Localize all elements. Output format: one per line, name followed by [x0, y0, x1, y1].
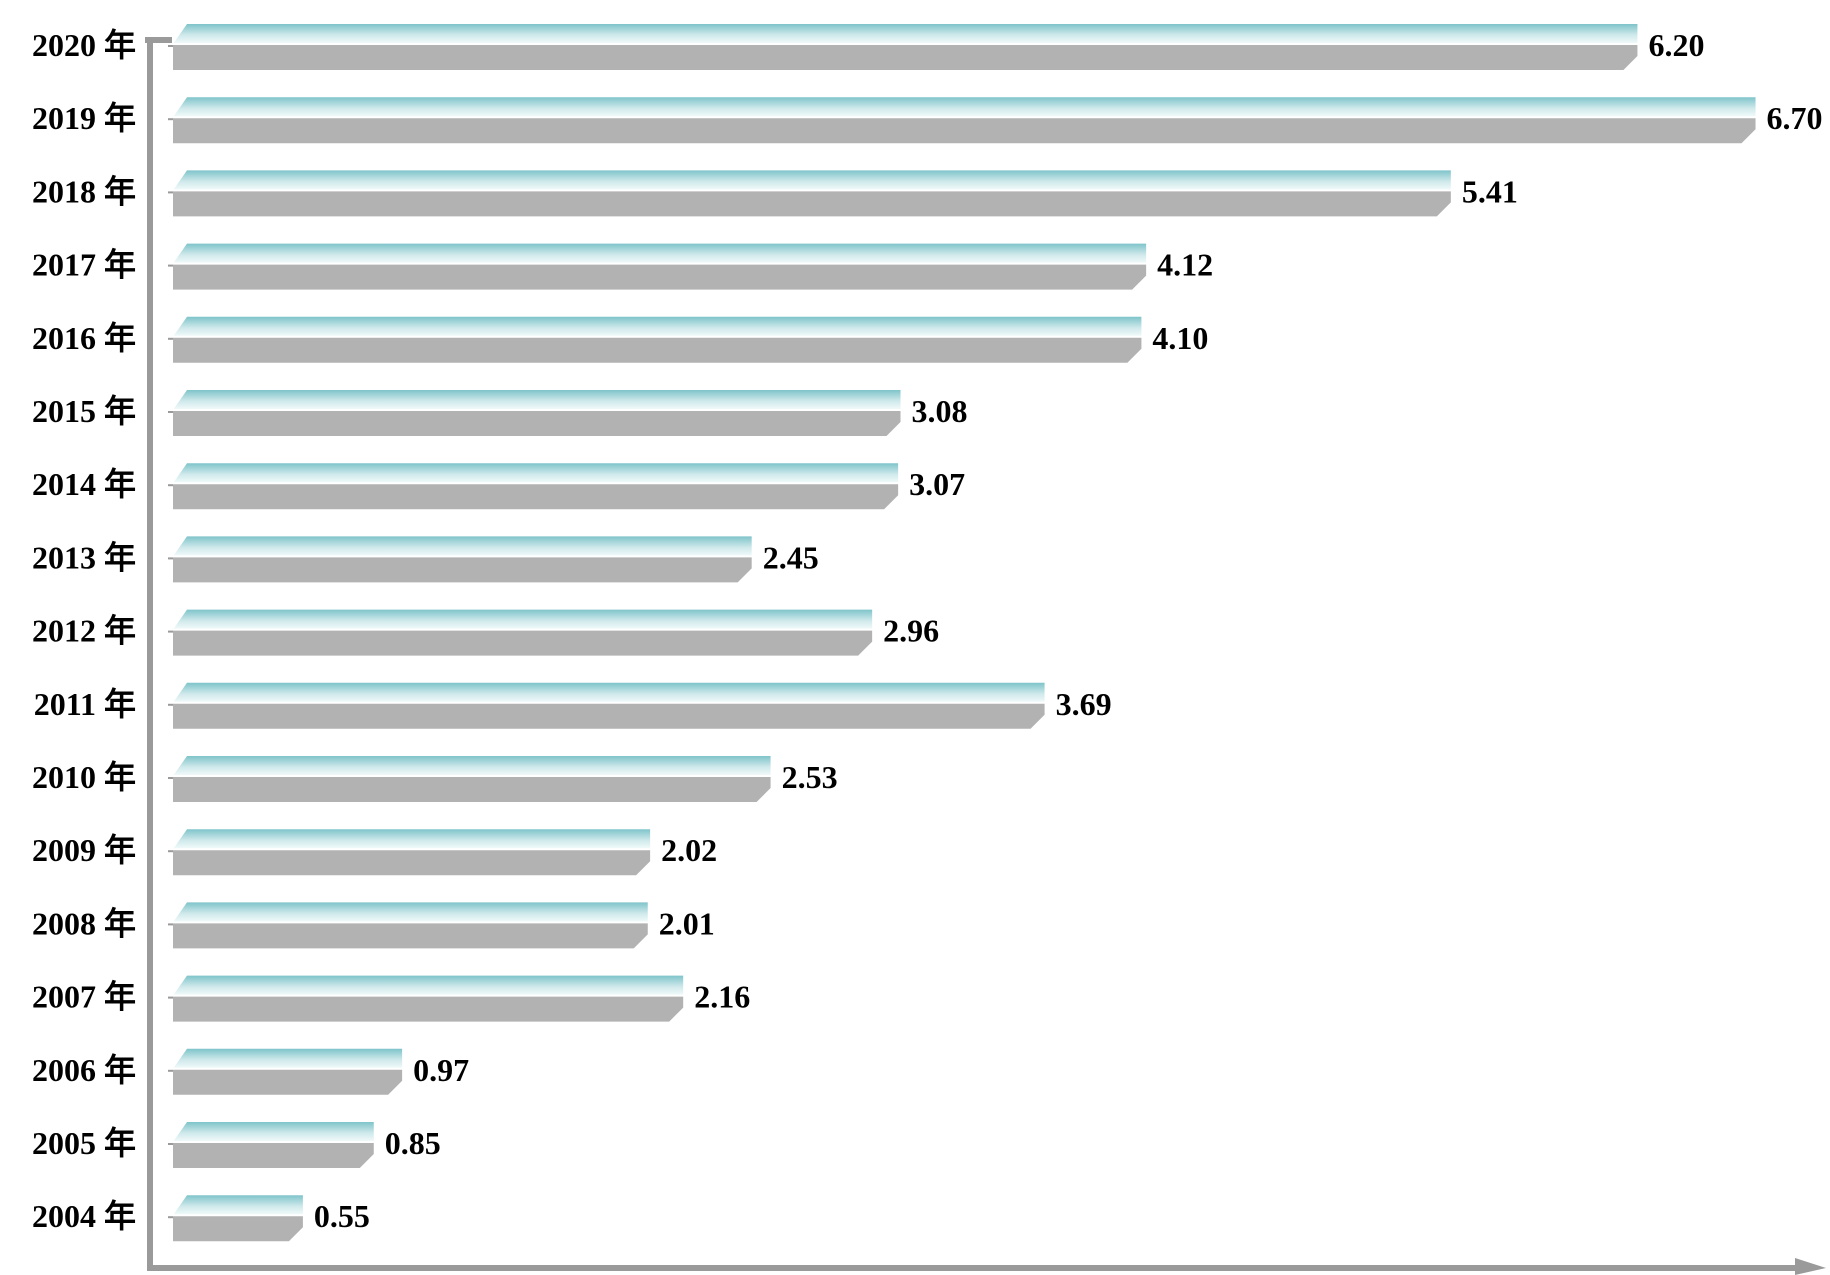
labels-layer: 2020 年 6.20 2019 年 6.70 2018 年 5.41 2017 年 4.12…	[32, 27, 1823, 1234]
bar	[173, 536, 752, 583]
bar	[173, 829, 651, 876]
bar-body	[173, 191, 1451, 217]
bar-body	[173, 337, 1142, 363]
bar-body	[173, 996, 684, 1022]
bar-body	[173, 1069, 403, 1095]
bar-body	[173, 484, 899, 510]
data-label: 3.08	[911, 393, 967, 429]
bar	[173, 316, 1142, 363]
bar	[173, 609, 873, 656]
y-tick-label: 2020 年	[32, 27, 136, 63]
y-tick-label: 2005 年	[32, 1125, 136, 1161]
data-label: 6.70	[1767, 100, 1823, 136]
bar-top-face	[173, 24, 1638, 44]
bar-body	[173, 557, 752, 583]
data-label: 4.12	[1157, 247, 1213, 283]
y-tick-label: 2004 年	[32, 1198, 136, 1234]
data-label: 2.16	[694, 979, 750, 1015]
bar-top-face	[173, 902, 648, 923]
y-tick-label: 2009 年	[32, 832, 136, 868]
bar-body	[173, 45, 1638, 70]
bar-body	[173, 703, 1045, 729]
bar-body	[173, 777, 771, 802]
y-tick-label: 2018 年	[32, 173, 136, 209]
bar	[173, 1048, 403, 1095]
data-label: 3.69	[1056, 686, 1112, 722]
y-tick-label: 2007 年	[32, 979, 136, 1015]
bar	[173, 682, 1045, 729]
bar-top-face	[173, 97, 1756, 118]
data-label: 0.97	[413, 1052, 469, 1088]
data-label: 0.85	[385, 1125, 441, 1161]
bar	[173, 170, 1451, 217]
bar	[173, 243, 1147, 290]
bar-top-face	[173, 975, 684, 996]
y-tick-label: 2017 年	[32, 247, 136, 283]
bar-body	[173, 1216, 303, 1242]
bar-top-face	[173, 536, 752, 557]
bar	[173, 1122, 374, 1168]
data-label: 2.53	[782, 759, 838, 795]
bar-body	[173, 411, 901, 436]
data-label: 4.10	[1152, 320, 1208, 356]
data-label: 5.41	[1462, 173, 1518, 209]
y-tick-label: 2011 年	[34, 686, 136, 722]
y-tick-label: 2019 年	[32, 100, 136, 136]
bar	[173, 390, 901, 436]
bar	[173, 24, 1638, 70]
bar	[173, 756, 771, 802]
axis-layer	[145, 37, 1826, 1275]
bar-top-face	[173, 829, 651, 850]
data-label: 2.02	[661, 832, 717, 868]
bar-top-face	[173, 170, 1451, 191]
data-label: 2.45	[763, 539, 819, 575]
bar-top-face	[173, 1195, 303, 1216]
bar-top-face	[173, 390, 901, 410]
bar	[173, 975, 684, 1022]
y-tick-label: 2010 年	[32, 759, 136, 795]
data-label: 2.96	[883, 613, 939, 649]
bar-body	[173, 923, 648, 949]
bar-body	[173, 118, 1756, 144]
bar-top-face	[173, 756, 771, 776]
data-label: 2.01	[659, 905, 715, 941]
y-tick-label: 2008 年	[32, 905, 136, 941]
x-axis-arrow-icon	[1795, 1258, 1826, 1275]
y-tick-label: 2006 年	[32, 1052, 136, 1088]
y-tick-label: 2012 年	[32, 613, 136, 649]
bar	[173, 902, 648, 949]
bar-body	[173, 850, 651, 876]
y-tick-label: 2013 年	[32, 539, 136, 575]
bar	[173, 97, 1756, 144]
bar	[173, 1195, 303, 1242]
data-label: 6.20	[1648, 27, 1704, 63]
bar-top-face	[173, 1122, 374, 1142]
bar-body	[173, 1143, 374, 1168]
bar-top-face	[173, 682, 1045, 703]
bar	[173, 463, 899, 510]
bar-body	[173, 630, 873, 656]
bar-top-face	[173, 463, 899, 484]
data-label: 0.55	[314, 1198, 370, 1234]
bar-top-face	[173, 1048, 403, 1069]
y-tick-label: 2015 年	[32, 393, 136, 429]
bar-top-face	[173, 243, 1147, 264]
bars-layer	[173, 24, 1756, 1242]
bar-top-face	[173, 609, 873, 630]
y-tick-label: 2016 年	[32, 320, 136, 356]
data-label: 3.07	[909, 466, 965, 502]
bar-body	[173, 264, 1147, 290]
y-tick-label: 2014 年	[32, 466, 136, 502]
bar-top-face	[173, 316, 1142, 337]
